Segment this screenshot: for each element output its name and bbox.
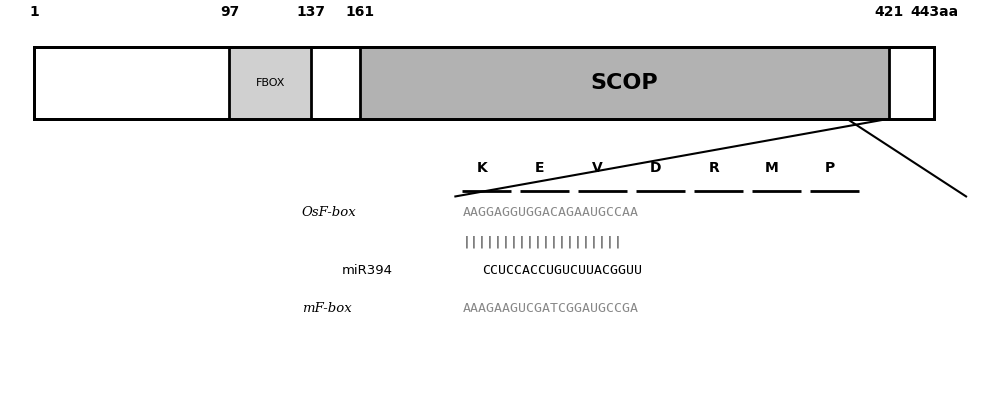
Text: P: P bbox=[825, 161, 835, 174]
Bar bbox=[889, 47, 934, 119]
Text: M: M bbox=[765, 161, 779, 174]
Text: R: R bbox=[708, 161, 719, 174]
Bar bbox=[360, 47, 889, 119]
Text: 443aa: 443aa bbox=[910, 5, 958, 19]
Text: miR394: miR394 bbox=[341, 264, 392, 277]
Text: K: K bbox=[476, 161, 487, 174]
Text: E: E bbox=[535, 161, 544, 174]
Text: OsF-box: OsF-box bbox=[302, 206, 356, 219]
Bar bbox=[34, 47, 934, 119]
Text: 421: 421 bbox=[875, 5, 904, 19]
Text: AAAGAAGUCGATCGGAUGCCGA: AAAGAAGUCGATCGGAUGCCGA bbox=[462, 302, 638, 315]
Text: D: D bbox=[650, 161, 661, 174]
Text: ||||||||||||||||||||: |||||||||||||||||||| bbox=[462, 236, 622, 249]
Text: 97: 97 bbox=[220, 5, 239, 19]
Text: 161: 161 bbox=[345, 5, 374, 19]
Text: 137: 137 bbox=[296, 5, 325, 19]
Bar bbox=[229, 47, 311, 119]
Text: CCUCCACCUGUCUUACGGUU: CCUCCACCUGUCUUACGGUU bbox=[482, 264, 642, 277]
Text: V: V bbox=[592, 161, 603, 174]
Text: 1: 1 bbox=[29, 5, 39, 19]
Bar bbox=[34, 47, 934, 119]
Bar bbox=[34, 47, 934, 119]
Text: FBOX: FBOX bbox=[256, 78, 285, 88]
Text: mF-box: mF-box bbox=[302, 302, 351, 315]
Bar bbox=[889, 47, 934, 119]
Text: SCOP: SCOP bbox=[591, 73, 658, 93]
Text: AAGGAGGUGGACAGAAUGCCAA: AAGGAGGUGGACAGAAUGCCAA bbox=[462, 206, 638, 219]
